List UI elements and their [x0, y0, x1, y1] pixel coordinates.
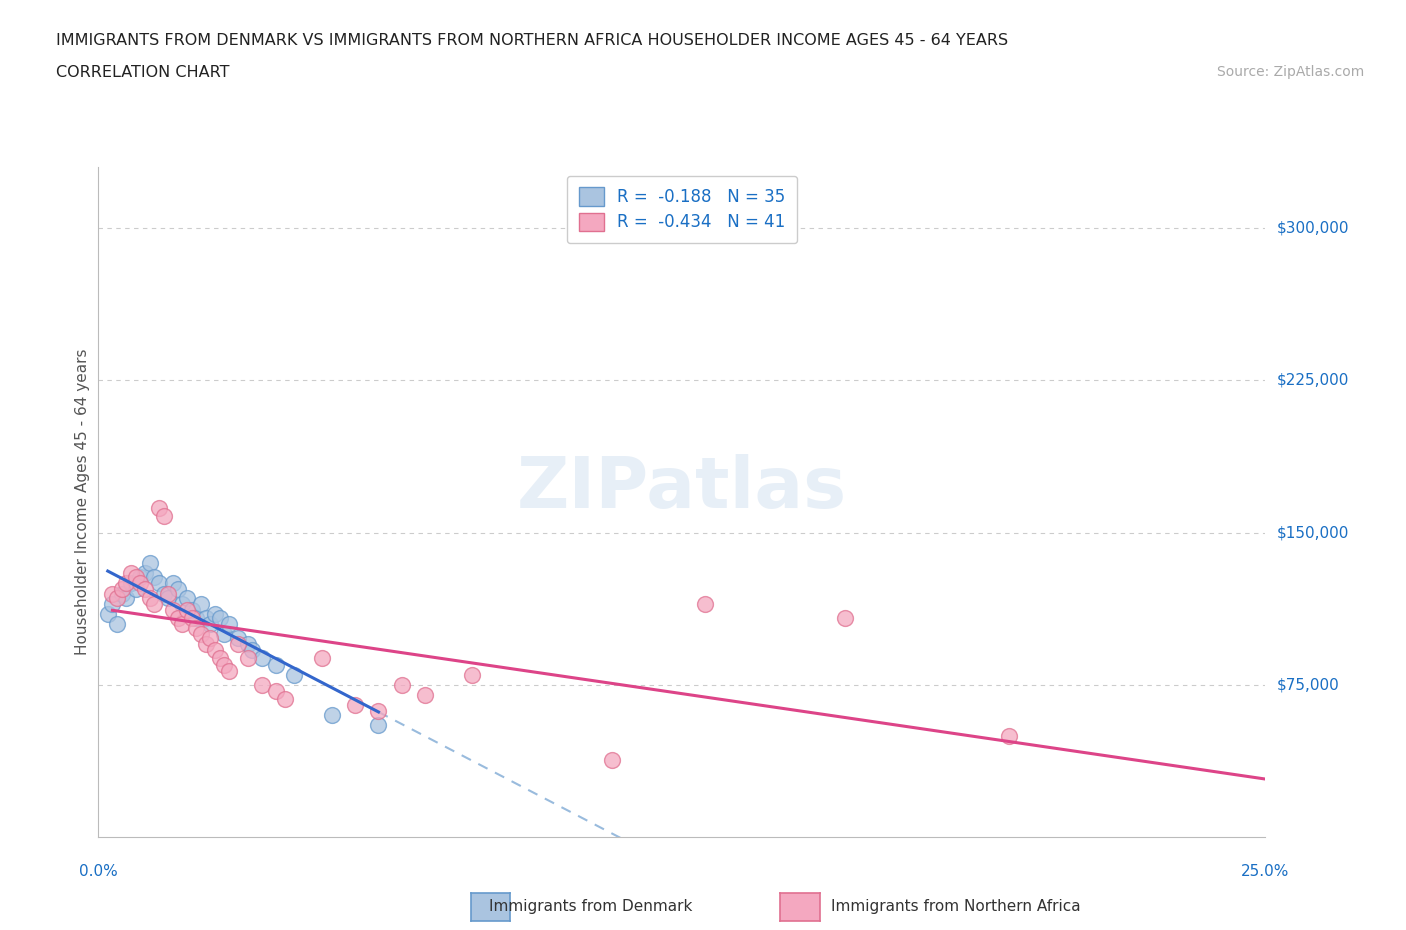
Point [105, 591, 128, 605]
Point [200, 631, 222, 645]
Point [125, 570, 148, 585]
Text: $150,000: $150,000 [1277, 525, 1348, 540]
Point [157, 586, 180, 601]
Point [115, 576, 138, 591]
Point [218, 617, 240, 631]
Text: Immigrants from Denmark: Immigrants from Denmark [489, 899, 692, 914]
Point [264, 684, 287, 698]
Point [101, 596, 124, 611]
Point [236, 651, 259, 666]
Point [186, 610, 208, 625]
Point [997, 728, 1019, 743]
Point [250, 677, 273, 692]
Point [139, 591, 162, 605]
Point [152, 509, 174, 524]
Point [129, 576, 152, 591]
Point [367, 704, 389, 719]
Point [129, 570, 152, 585]
Point [111, 586, 134, 601]
Point [143, 570, 166, 585]
Point [274, 692, 297, 707]
Point [101, 586, 124, 601]
Point [125, 582, 148, 597]
Point [194, 637, 217, 652]
Text: IMMIGRANTS FROM DENMARK VS IMMIGRANTS FROM NORTHERN AFRICA HOUSEHOLDER INCOME AG: IMMIGRANTS FROM DENMARK VS IMMIGRANTS FR… [56, 33, 1008, 47]
Text: Immigrants from Northern Africa: Immigrants from Northern Africa [831, 899, 1081, 914]
Point [413, 687, 436, 702]
Point [97, 606, 120, 621]
Point [148, 576, 170, 591]
Point [367, 718, 389, 733]
Text: $225,000: $225,000 [1277, 373, 1348, 388]
Point [218, 663, 240, 678]
Legend: R =  -0.188   N = 35, R =  -0.434   N = 41: R = -0.188 N = 35, R = -0.434 N = 41 [567, 176, 797, 243]
Point [180, 603, 202, 618]
Point [134, 565, 156, 580]
Point [311, 651, 333, 666]
Point [208, 651, 231, 666]
Point [120, 576, 142, 591]
Text: Source: ZipAtlas.com: Source: ZipAtlas.com [1216, 65, 1364, 79]
Point [166, 610, 188, 625]
Point [120, 565, 142, 580]
Point [228, 631, 250, 645]
Point [176, 591, 198, 605]
Point [242, 643, 264, 658]
Text: 0.0%: 0.0% [79, 864, 118, 879]
Text: $300,000: $300,000 [1277, 220, 1348, 236]
Point [172, 596, 194, 611]
Point [461, 667, 484, 682]
Point [134, 582, 156, 597]
Point [105, 617, 128, 631]
Point [190, 596, 212, 611]
Point [600, 752, 623, 767]
Point [180, 610, 202, 625]
Point [344, 698, 367, 712]
Point [152, 586, 174, 601]
Text: ZIPatlas: ZIPatlas [517, 455, 846, 524]
Y-axis label: Householder Income Ages 45 - 64 years: Householder Income Ages 45 - 64 years [75, 349, 90, 656]
Point [200, 617, 222, 631]
Point [194, 610, 217, 625]
Point [166, 582, 188, 597]
Point [695, 596, 717, 611]
Point [162, 576, 184, 591]
Point [176, 603, 198, 618]
Point [157, 591, 180, 605]
Point [139, 555, 162, 570]
Point [204, 643, 226, 658]
Point [214, 658, 236, 672]
Point [391, 677, 413, 692]
Point [214, 627, 236, 642]
Point [250, 651, 273, 666]
Point [162, 603, 184, 618]
Point [143, 596, 166, 611]
Point [208, 610, 231, 625]
Point [236, 637, 259, 652]
Point [172, 617, 194, 631]
Point [321, 708, 343, 723]
Text: 25.0%: 25.0% [1241, 864, 1289, 879]
Point [228, 637, 250, 652]
Point [204, 606, 226, 621]
Point [283, 667, 305, 682]
Point [834, 610, 856, 625]
Point [115, 591, 138, 605]
Text: CORRELATION CHART: CORRELATION CHART [56, 65, 229, 80]
Point [111, 582, 134, 597]
Point [264, 658, 287, 672]
Point [148, 501, 170, 516]
Text: $75,000: $75,000 [1277, 677, 1340, 692]
Point [186, 620, 208, 635]
Point [190, 627, 212, 642]
